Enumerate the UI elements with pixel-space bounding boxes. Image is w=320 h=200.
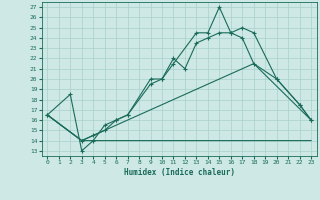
- X-axis label: Humidex (Indice chaleur): Humidex (Indice chaleur): [124, 168, 235, 177]
